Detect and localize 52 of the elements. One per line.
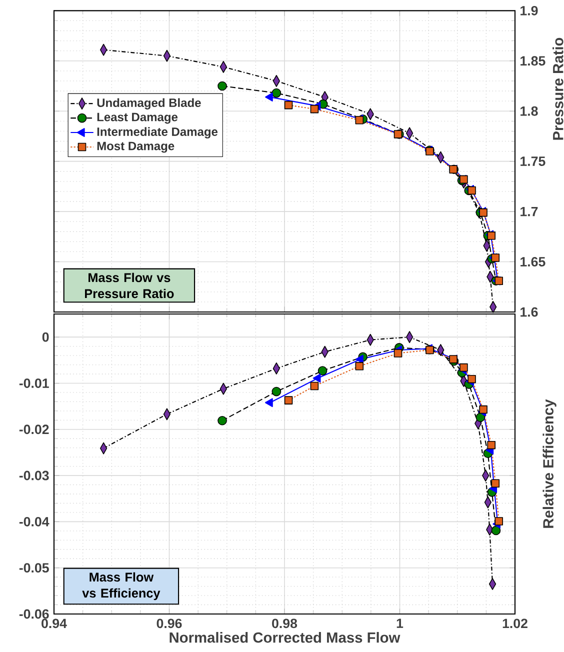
- y-tick-label: 1.6: [520, 307, 538, 317]
- point: [355, 362, 364, 370]
- point: [284, 100, 293, 110]
- point: [310, 382, 319, 390]
- legend-label: Least Damage: [97, 112, 178, 124]
- x-tick-label: 1: [396, 618, 404, 628]
- point: [487, 440, 496, 450]
- annotation: Mass Flow vs Pressure Ratio: [85, 272, 174, 298]
- point: [494, 517, 503, 526]
- point: [218, 416, 227, 426]
- x-tick-label: 1.02: [502, 618, 528, 628]
- legend-label: Most Damage: [97, 142, 174, 153]
- point: [394, 349, 402, 358]
- y-tick-label: 1.65: [520, 257, 546, 266]
- y-tick-label: 1.75: [520, 156, 546, 166]
- point: [494, 276, 503, 285]
- annotation: Mass Flow vs Efficiency: [82, 572, 160, 600]
- y-tick-label: 1.9: [520, 6, 538, 16]
- point: [491, 479, 500, 488]
- y-tick-label: 1.7: [520, 206, 538, 216]
- point: [265, 398, 273, 408]
- y-tick-label: 1.85: [520, 56, 546, 66]
- y-tick-label: -0.01: [19, 378, 49, 388]
- point: [310, 104, 319, 114]
- point: [491, 254, 500, 262]
- point: [265, 92, 273, 102]
- y-tick-label: 1.8: [520, 106, 538, 116]
- x-tick-label: 0.96: [156, 618, 182, 628]
- y-tick-label: -0.02: [19, 424, 49, 434]
- point: [479, 405, 488, 414]
- point: [460, 363, 468, 372]
- point: [312, 374, 321, 383]
- point: [476, 412, 486, 422]
- y2-axis-title: Relative Efficiency: [542, 399, 556, 528]
- y-tick-label: 0: [42, 332, 49, 342]
- point: [468, 374, 476, 384]
- y-tick-label: -0.05: [19, 563, 49, 573]
- y-tick-label: -0.03: [19, 470, 49, 480]
- x-tick-label: 0.94: [42, 618, 67, 628]
- point: [284, 396, 293, 404]
- point: [491, 526, 501, 536]
- x-tick-label: 0.98: [272, 618, 298, 628]
- y-tick-label: -0.06: [19, 609, 49, 619]
- point: [272, 88, 282, 98]
- point: [318, 366, 328, 376]
- x-axis-title: Normalised Corrected Mass Flow: [170, 632, 400, 643]
- y-tick-label: -0.04: [19, 516, 50, 526]
- legend-label: Undamaged Blade: [97, 98, 201, 110]
- legend-label: Intermediate Damage: [97, 127, 218, 138]
- point: [218, 81, 227, 91]
- y-axis-title: Pressure Ratio: [552, 38, 564, 140]
- point: [272, 386, 282, 396]
